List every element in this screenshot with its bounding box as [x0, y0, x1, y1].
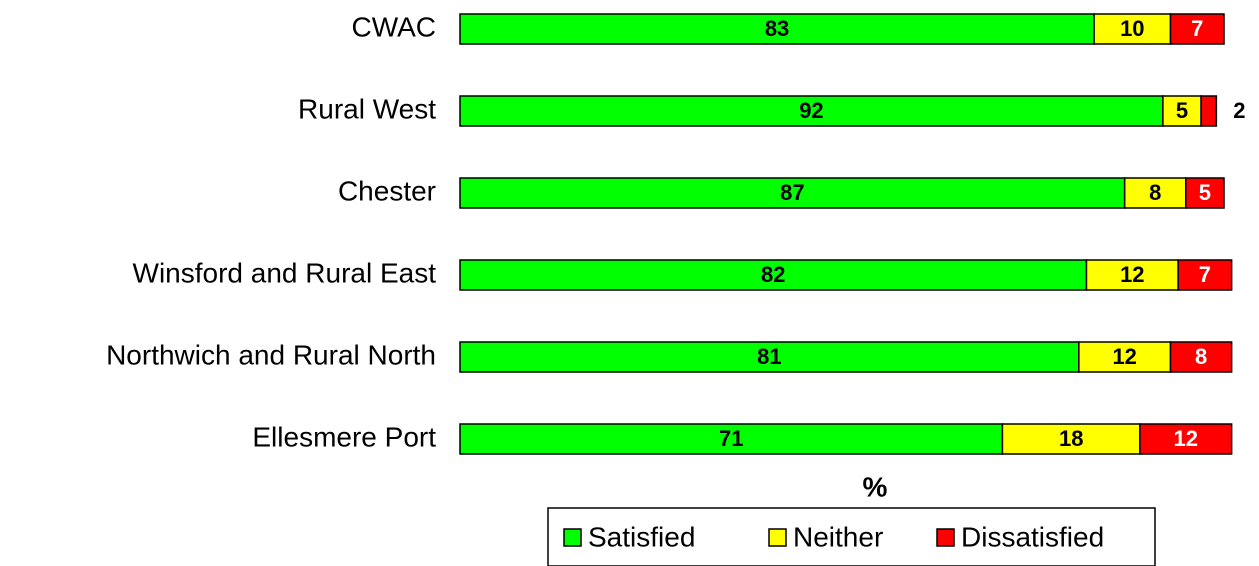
bar-segment [459, 13, 1095, 45]
legend-label: Neither [793, 521, 883, 552]
data-label: 8 [1149, 180, 1161, 205]
data-label: 7 [1191, 16, 1203, 41]
data-label: 8 [1195, 344, 1207, 369]
data-label: 12 [1174, 426, 1198, 451]
bar-segment [459, 259, 1088, 291]
data-label: 5 [1176, 98, 1188, 123]
y-tick-label: CWAC [351, 11, 436, 42]
data-label: 92 [799, 98, 823, 123]
legend-label: Satisfied [588, 521, 695, 552]
bar-segment [1185, 177, 1225, 209]
data-label: 71 [719, 426, 743, 451]
bar-segment [1177, 259, 1233, 291]
bar-segment [1078, 341, 1172, 373]
y-tick-label: Chester [338, 175, 436, 206]
bar-segment [1085, 259, 1179, 291]
data-label: 5 [1199, 180, 1211, 205]
bar-segment [1001, 423, 1141, 455]
data-label: 12 [1120, 262, 1144, 287]
bar-segment [1200, 95, 1218, 127]
legend-label: Dissatisfied [961, 521, 1104, 552]
data-label: 10 [1120, 16, 1144, 41]
y-tick-label: Winsford and Rural East [133, 257, 437, 288]
data-label: 2 [1233, 98, 1245, 123]
bar-segment [459, 341, 1080, 373]
data-label: 81 [757, 344, 781, 369]
data-label: 83 [765, 16, 789, 41]
data-label: 7 [1199, 262, 1211, 287]
legend-box [547, 507, 1156, 566]
bar-segment [1162, 95, 1202, 127]
legend-swatch [936, 528, 955, 547]
legend-swatch [563, 528, 582, 547]
y-tick-label: Ellesmere Port [252, 421, 436, 452]
data-label: 82 [761, 262, 785, 287]
legend-swatch [768, 528, 787, 547]
bar-segment [1139, 423, 1233, 455]
bar-segment [1093, 13, 1172, 45]
y-tick-label: Rural West [298, 93, 436, 124]
bar-segment [1123, 177, 1187, 209]
x-axis-label: % [863, 471, 888, 502]
data-label: 18 [1059, 426, 1083, 451]
bar-segment [459, 177, 1126, 209]
data-label: 12 [1112, 344, 1136, 369]
y-tick-label: Northwich and Rural North [106, 339, 436, 370]
bar-segment [1169, 13, 1225, 45]
bar-segment [1169, 341, 1233, 373]
data-label: 87 [780, 180, 804, 205]
